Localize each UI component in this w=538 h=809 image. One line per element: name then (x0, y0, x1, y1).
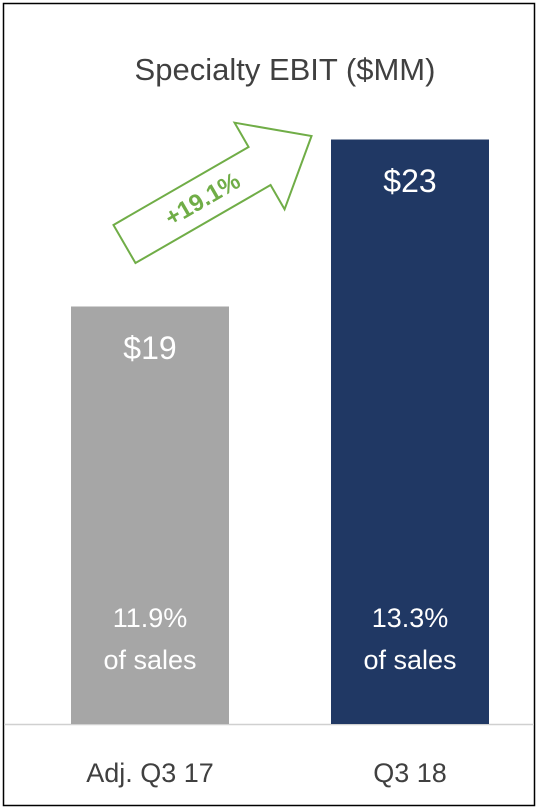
bar-note: 11.9% (113, 603, 188, 633)
value-label: $23 (383, 163, 436, 199)
x-tick-label: Q3 18 (373, 758, 447, 788)
bar (331, 139, 489, 724)
chart-title: Specialty EBIT ($MM) (135, 52, 436, 87)
value-label: $19 (123, 330, 176, 366)
bar (71, 306, 229, 724)
bar-note: of sales (363, 645, 456, 675)
bar-note: 13.3% (372, 603, 449, 633)
arrow-shape (112, 121, 313, 265)
x-tick-label: Adj. Q3 17 (86, 758, 214, 788)
bar-note: of sales (103, 645, 196, 675)
